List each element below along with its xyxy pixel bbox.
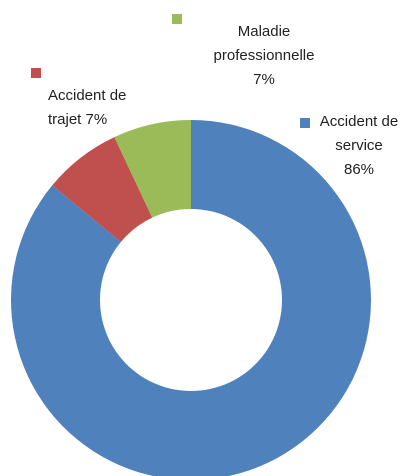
donut-segment	[52, 137, 153, 242]
data-label: Accident de trajet 7%	[48, 84, 148, 132]
legend-swatch	[300, 118, 310, 128]
value-label: 7%	[253, 71, 275, 88]
legend-swatch	[31, 68, 41, 78]
category-label: Accident de service	[319, 113, 399, 154]
legend-swatch	[172, 14, 182, 24]
data-label: Accident de service 86%	[312, 110, 405, 182]
donut-segment	[11, 120, 371, 476]
value-label: 86%	[343, 161, 375, 178]
data-label: Maladie professionnelle 7%	[200, 20, 328, 92]
category-label: Maladie professionnelle	[213, 23, 315, 64]
value-label: 7%	[85, 111, 108, 128]
donut-segment	[114, 120, 191, 218]
category-label: Accident de trajet	[48, 87, 127, 128]
